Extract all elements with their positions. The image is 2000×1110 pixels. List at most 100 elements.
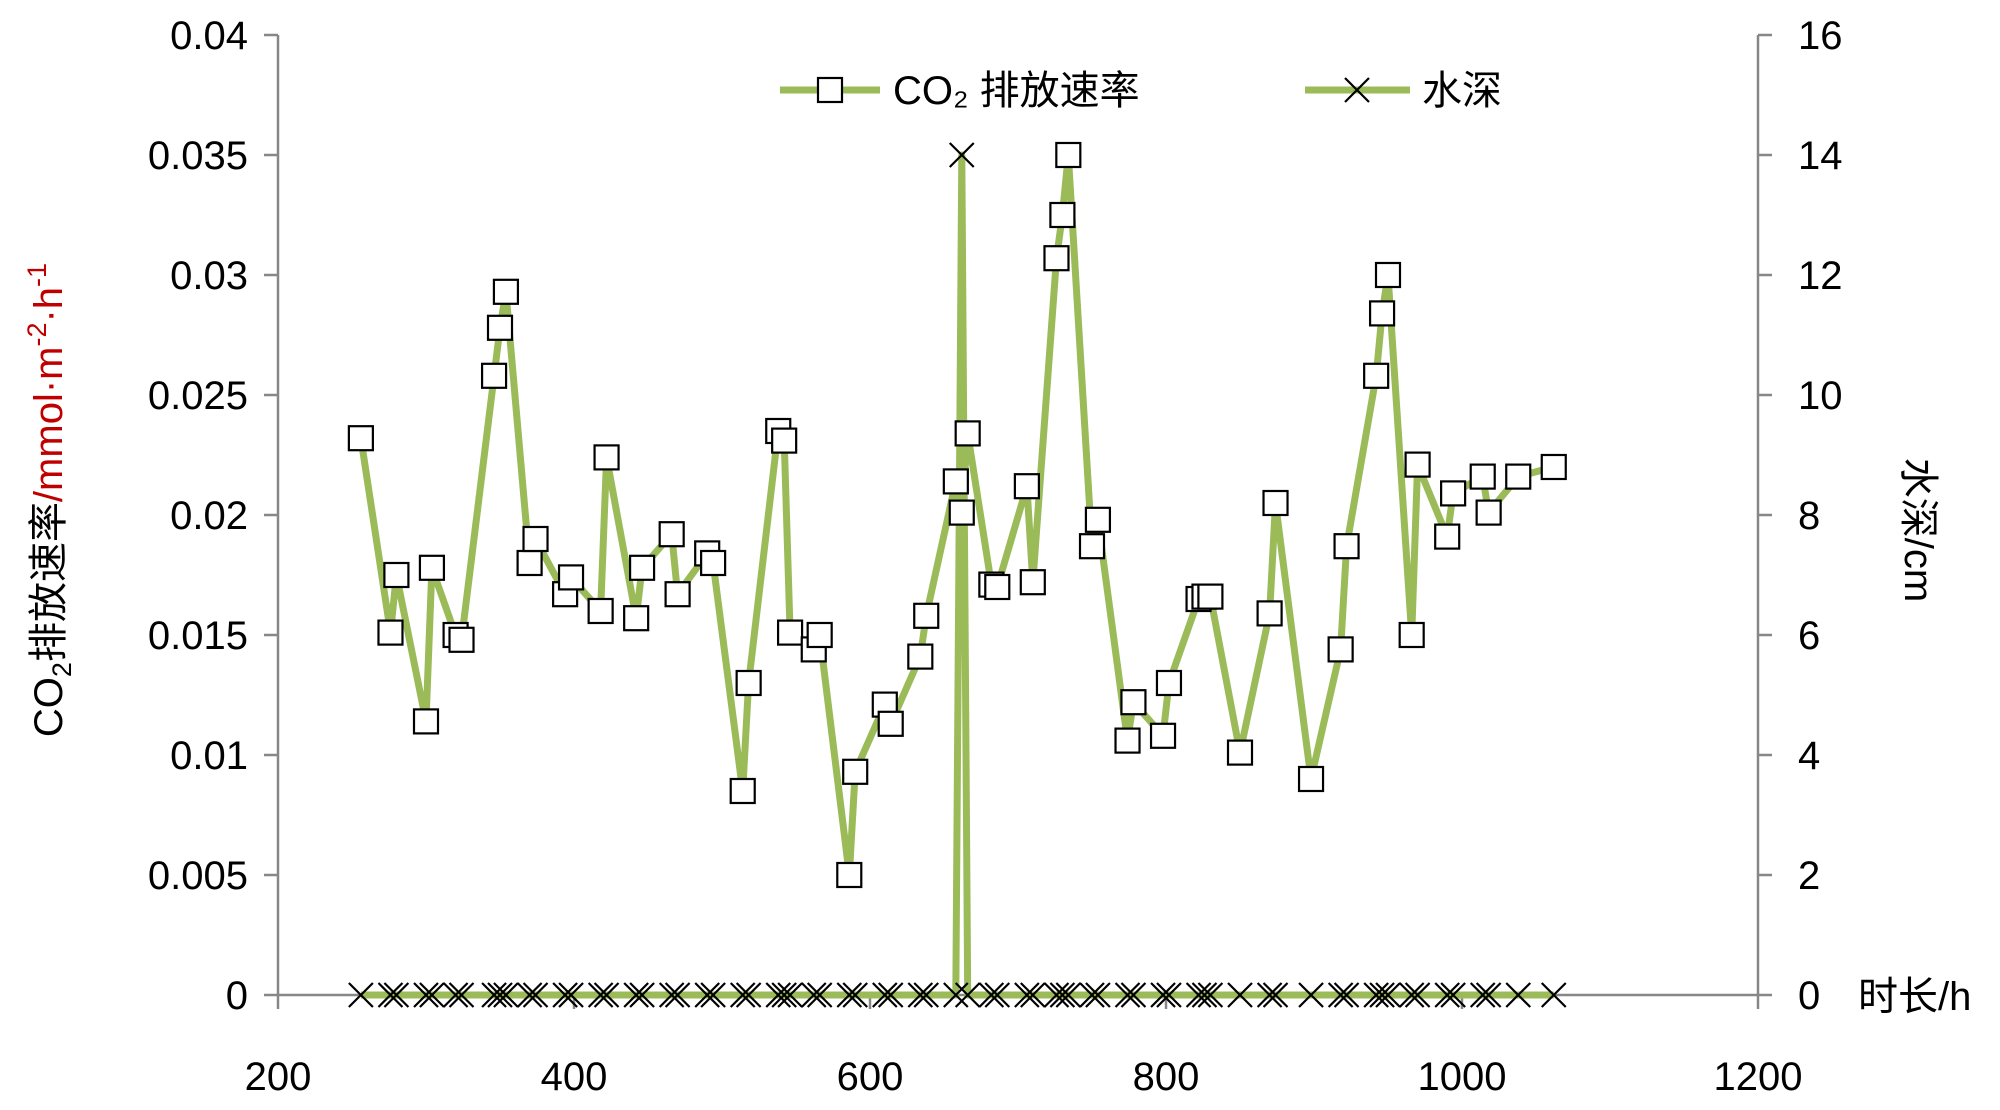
- co2-emission-point: [1019, 569, 1046, 596]
- right-axis-tick-label: 0: [1798, 974, 1820, 1018]
- water-depth-point: [623, 982, 649, 1008]
- water-depth-point: [377, 982, 404, 1008]
- co2-emission-point: [593, 444, 620, 471]
- left-axis-tick-label: 0.005: [148, 854, 248, 898]
- water-depth-point: [1185, 982, 1212, 1008]
- water-depth-point: [1150, 982, 1176, 1008]
- co2-emission-point: [658, 521, 685, 548]
- co2-emission-point: [587, 597, 614, 625]
- legend-label-co2-emission-rate: CO₂ 排放速率: [893, 69, 1140, 113]
- left-axis-tick-label: 0.025: [148, 374, 248, 418]
- water-depth-point: [1020, 982, 1046, 1008]
- x-axis-tick-label: 1000: [1418, 1055, 1507, 1099]
- co2-emission-point: [1404, 451, 1431, 478]
- left-axis-tick-label: 0.03: [170, 254, 248, 298]
- water-depth-point: [383, 982, 410, 1008]
- co2-emission-point: [836, 861, 863, 889]
- co2-emission-point: [877, 710, 904, 737]
- co2-emission-point: [1440, 480, 1467, 507]
- water-depth-point: [1327, 982, 1354, 1008]
- right-axis-tick-label: 6: [1798, 614, 1820, 658]
- water-depth-point: [348, 982, 374, 1008]
- co2-emission-point: [1475, 499, 1502, 526]
- water-depth-point: [872, 982, 898, 1008]
- co2-emission-point: [383, 561, 410, 589]
- co2-emission-point: [492, 278, 520, 305]
- co2-emission-point: [1540, 453, 1567, 481]
- water-depth-point: [1369, 982, 1395, 1008]
- water-depth-point: [1197, 982, 1224, 1008]
- left-axis-label: CO2排放速率/mmol·m-2·h-1: [22, 263, 77, 737]
- co2-emission-point: [486, 314, 514, 341]
- water-depth-point: [806, 982, 833, 1008]
- water-depth-point: [522, 982, 549, 1008]
- left-axis-label-sup2: -1: [22, 263, 52, 287]
- water-depth-point: [1333, 982, 1360, 1008]
- co2-emission-point: [1297, 765, 1325, 793]
- water-depth-point: [1375, 982, 1401, 1008]
- water-depth-point: [1262, 982, 1289, 1008]
- co2-emission-point: [735, 669, 762, 697]
- co2-emission-point: [1013, 473, 1040, 500]
- co2-emission-point: [1114, 727, 1141, 754]
- co2-emission-point: [1256, 600, 1283, 627]
- water-depth-point: [694, 982, 720, 1008]
- water-depth-point: [481, 982, 507, 1008]
- left-axis-tick-label: 0.04: [170, 14, 248, 58]
- x-axis-tick-label: 1200: [1714, 1055, 1803, 1099]
- co2-emission-point: [984, 573, 1011, 601]
- co2-emission-point: [1197, 583, 1224, 610]
- co2-emission-point: [1120, 689, 1147, 716]
- water-depth-point: [442, 982, 469, 1008]
- co2-emission-point: [448, 626, 475, 653]
- water-depth-point: [587, 982, 614, 1008]
- co2-emission-point: [1505, 463, 1532, 490]
- left-axis-tick-label: 0.035: [148, 134, 248, 178]
- co2-emission-point: [480, 362, 508, 389]
- co2-emission-point: [907, 643, 934, 670]
- water-depth-point: [593, 982, 620, 1008]
- co2-emission-point: [418, 554, 446, 581]
- water-depth-point: [419, 982, 445, 1008]
- water-depth-point: [1256, 982, 1283, 1008]
- water-depth-point: [771, 982, 797, 1008]
- water-depth-point: [735, 982, 762, 1008]
- left-axis-tick-label: 0.02: [170, 494, 248, 538]
- co2-emission-point: [948, 499, 975, 526]
- water-depth-point: [943, 982, 969, 1008]
- co2-emission-point: [623, 605, 650, 632]
- co2-emission-point: [1078, 533, 1106, 560]
- co2-emission-point: [1434, 523, 1461, 550]
- co2-emission-point: [412, 708, 440, 735]
- water-depth-point: [1363, 982, 1389, 1008]
- co2-emission-point: [1055, 141, 1082, 169]
- water-depth-point: [552, 982, 578, 1008]
- co2-emission-point: [1374, 261, 1402, 289]
- water-depth-point: [1227, 982, 1253, 1008]
- co2-emission-point: [842, 758, 869, 785]
- water-depth-point: [1156, 982, 1182, 1008]
- x-axis-label: 时长/h: [1858, 975, 1971, 1019]
- water-depth-point: [1469, 982, 1496, 1008]
- right-axis-tick-label: 12: [1798, 254, 1843, 298]
- left-axis-label-unit: /mmol·m: [27, 347, 71, 503]
- co2-emission-point: [1368, 300, 1396, 327]
- water-depth-point: [729, 982, 756, 1008]
- left-axis-label-prefix: CO: [27, 677, 71, 737]
- co2-emission-point: [776, 619, 804, 646]
- right-axis-tick-label: 4: [1798, 734, 1820, 778]
- left-axis-label-subscript: 2: [47, 662, 77, 677]
- co2-emission-point: [1084, 506, 1112, 533]
- water-depth-point: [413, 982, 439, 1008]
- water-depth-point: [658, 982, 685, 1008]
- co2-emission-point: [1049, 201, 1076, 229]
- water-depth-point: [516, 982, 543, 1008]
- water-depth-point: [842, 982, 868, 1008]
- water-depth-point: [836, 982, 863, 1008]
- water-depth-point: [664, 982, 691, 1008]
- water-depth-point: [800, 982, 827, 1008]
- co2-emission-point: [700, 549, 727, 577]
- right-axis-tick-label: 16: [1798, 14, 1843, 58]
- co2-emission-point: [1262, 489, 1289, 517]
